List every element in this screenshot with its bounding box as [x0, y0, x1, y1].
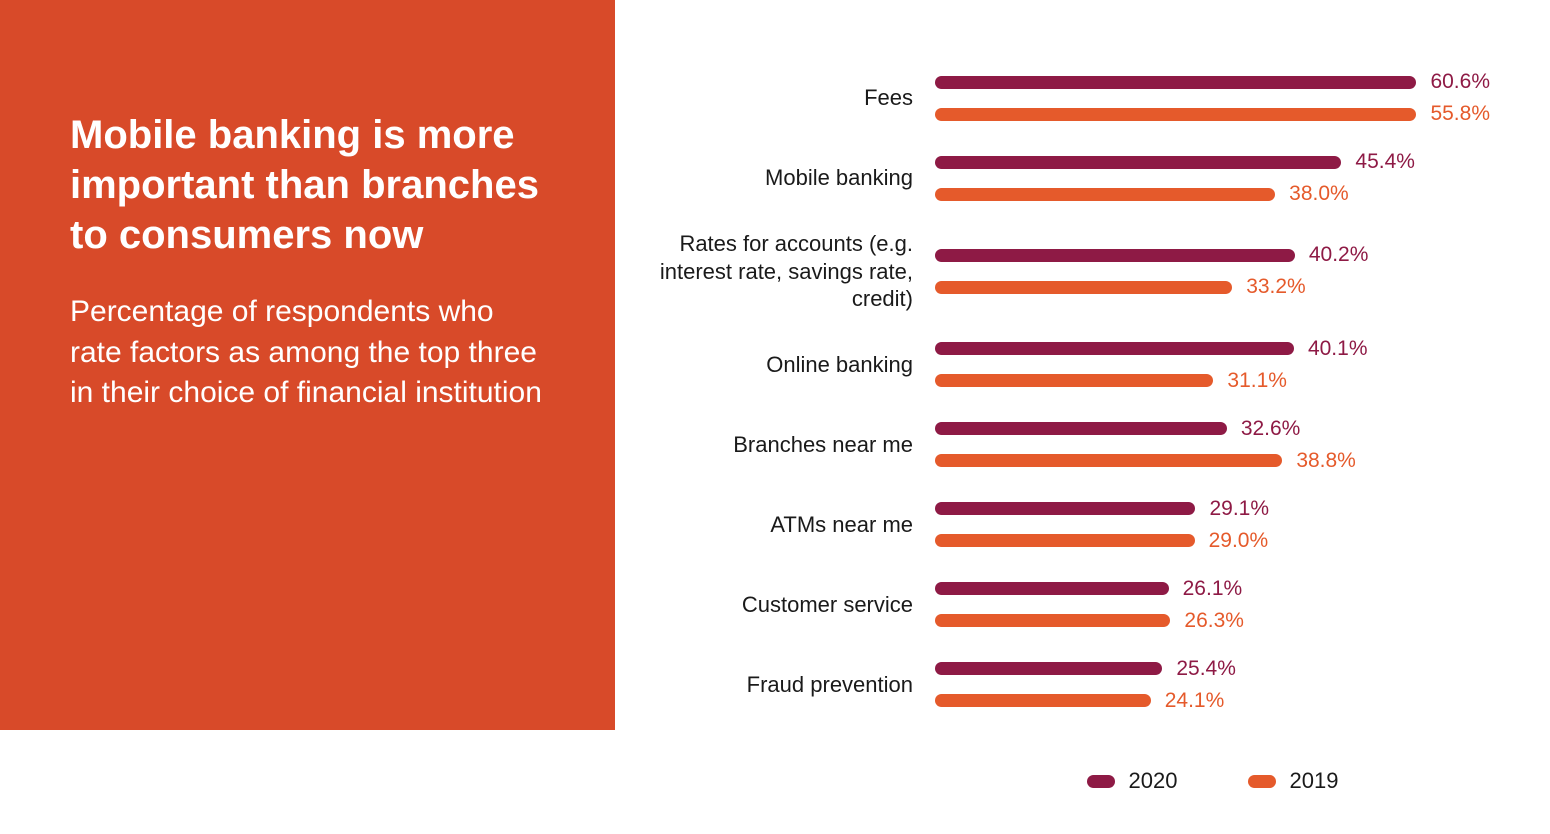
text-panel: Mobile banking is more important than br… [0, 0, 615, 730]
row-label: Online banking [655, 351, 935, 379]
chart-row: Customer service 26.1% 26.3% [655, 577, 1490, 633]
row-bars: 40.1% 31.1% [935, 337, 1490, 393]
bar [935, 422, 1227, 435]
bar-value: 38.8% [1296, 449, 1356, 473]
chart-legend: 2020 2019 [655, 738, 1490, 794]
legend-item: 2019 [1248, 768, 1339, 794]
bar [935, 502, 1195, 515]
bar-line: 40.2% [935, 243, 1490, 267]
bar-value: 60.6% [1430, 70, 1490, 94]
bar-line: 55.8% [935, 102, 1490, 126]
chart-row: Rates for accounts (e.g. interest rate, … [655, 230, 1490, 313]
row-label: Rates for accounts (e.g. interest rate, … [655, 230, 935, 313]
bar-value: 24.1% [1165, 689, 1225, 713]
bar [935, 614, 1170, 627]
bar-value: 26.3% [1184, 609, 1244, 633]
bar [935, 108, 1416, 121]
chart-row: ATMs near me 29.1% 29.0% [655, 497, 1490, 553]
bar-value: 40.2% [1309, 243, 1369, 267]
bar-line: 45.4% [935, 150, 1490, 174]
legend-swatch [1248, 775, 1276, 788]
bar [935, 694, 1151, 707]
bar [935, 534, 1195, 547]
bar-line: 29.0% [935, 529, 1490, 553]
chart-row: Fees 60.6% 55.8% [655, 70, 1490, 126]
bar [935, 188, 1275, 201]
legend-item: 2020 [1087, 768, 1178, 794]
bar-line: 26.1% [935, 577, 1490, 601]
bar-line: 31.1% [935, 369, 1490, 393]
row-bars: 32.6% 38.8% [935, 417, 1490, 473]
row-bars: 60.6% 55.8% [935, 70, 1490, 126]
bar-value: 29.0% [1209, 529, 1269, 553]
panel-subtitle: Percentage of respondents who rate facto… [70, 292, 545, 414]
panel-title: Mobile banking is more important than br… [70, 110, 545, 260]
bar [935, 281, 1232, 294]
row-label: Mobile banking [655, 164, 935, 192]
bar [935, 374, 1213, 387]
infographic-container: Mobile banking is more important than br… [0, 0, 1550, 834]
legend-label: 2019 [1290, 768, 1339, 794]
row-bars: 29.1% 29.0% [935, 497, 1490, 553]
bar [935, 454, 1282, 467]
row-bars: 25.4% 24.1% [935, 657, 1490, 713]
bar-line: 60.6% [935, 70, 1490, 94]
row-label: Fraud prevention [655, 671, 935, 699]
bar-value: 33.2% [1246, 275, 1306, 299]
chart-panel: Fees60.6%55.8%Mobile banking45.4%38.0%Ra… [615, 0, 1550, 834]
bar [935, 582, 1169, 595]
bar-value: 31.1% [1227, 369, 1287, 393]
bar-value: 25.4% [1176, 657, 1236, 681]
bar-line: 33.2% [935, 275, 1490, 299]
row-bars: 26.1% 26.3% [935, 577, 1490, 633]
row-label: Customer service [655, 591, 935, 619]
chart-row: Fraud prevention 25.4% 24.1% [655, 657, 1490, 713]
row-bars: 40.2%33.2% [935, 243, 1490, 299]
chart-row: Branches near me 32.6% 38.8% [655, 417, 1490, 473]
bar [935, 76, 1416, 89]
bar-line: 29.1% [935, 497, 1490, 521]
bar [935, 249, 1295, 262]
row-bars: 45.4%38.0% [935, 150, 1490, 206]
bar-line: 38.0% [935, 182, 1490, 206]
bar-line: 32.6% [935, 417, 1490, 441]
legend-label: 2020 [1129, 768, 1178, 794]
bar-value: 40.1% [1308, 337, 1368, 361]
row-label: ATMs near me [655, 511, 935, 539]
bar-value: 55.8% [1430, 102, 1490, 126]
chart-rows: Fees60.6%55.8%Mobile banking45.4%38.0%Ra… [655, 70, 1490, 738]
bar-value: 26.1% [1183, 577, 1243, 601]
bar-value: 32.6% [1241, 417, 1301, 441]
bar-value: 29.1% [1209, 497, 1269, 521]
bar-line: 38.8% [935, 449, 1490, 473]
chart-row: Online banking 40.1% 31.1% [655, 337, 1490, 393]
legend-swatch [1087, 775, 1115, 788]
row-label: Branches near me [655, 431, 935, 459]
chart-row: Mobile banking45.4%38.0% [655, 150, 1490, 206]
bar [935, 156, 1341, 169]
bar-value: 38.0% [1289, 182, 1349, 206]
bar-line: 40.1% [935, 337, 1490, 361]
row-label: Fees [655, 84, 935, 112]
bar-line: 25.4% [935, 657, 1490, 681]
bar-value: 45.4% [1355, 150, 1415, 174]
bar-line: 26.3% [935, 609, 1490, 633]
bar [935, 342, 1294, 355]
bar [935, 662, 1162, 675]
bar-line: 24.1% [935, 689, 1490, 713]
